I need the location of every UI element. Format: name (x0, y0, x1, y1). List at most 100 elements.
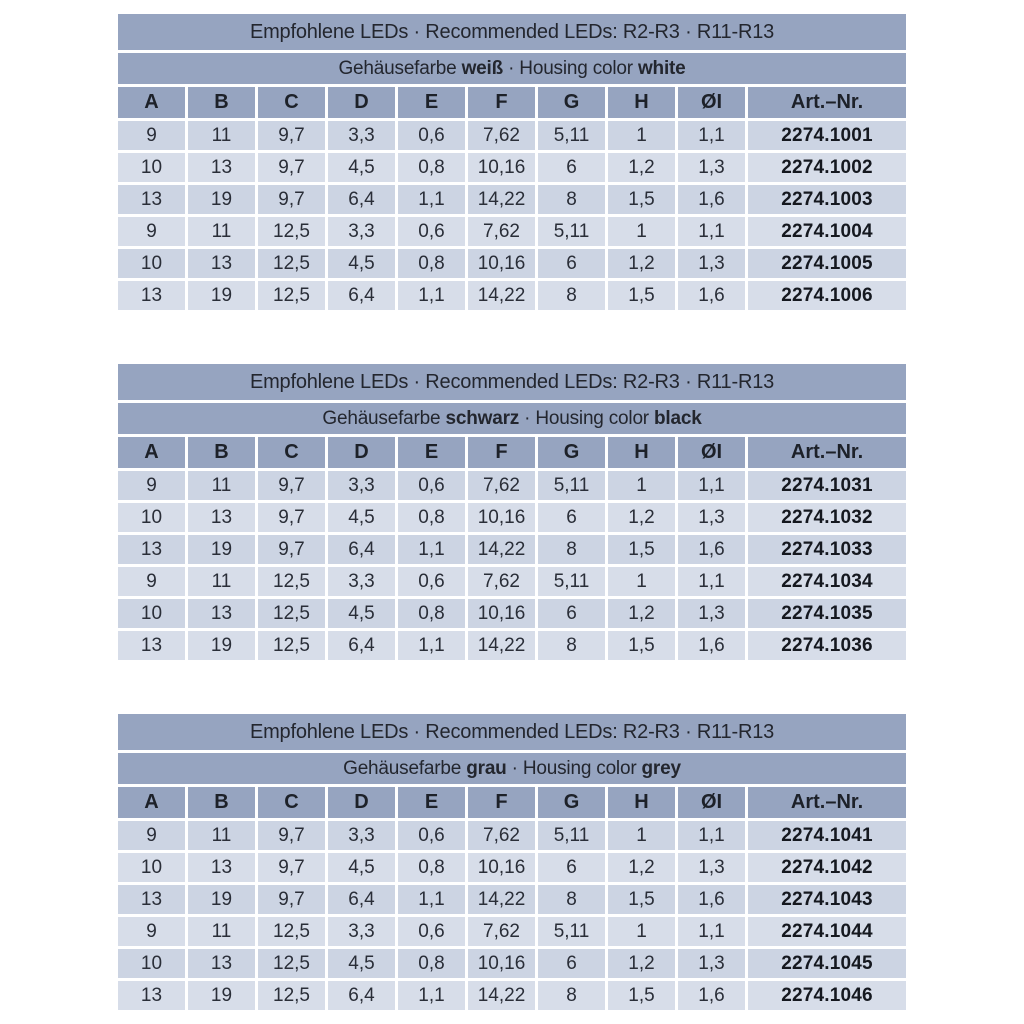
column-header-a: A (118, 787, 185, 818)
data-cell: 10 (118, 853, 185, 882)
subtitle-text: Gehäusefarbe (343, 757, 467, 779)
data-cell: 11 (188, 471, 255, 500)
data-cell: 0,6 (398, 471, 465, 500)
art-nr-cell: 2274.1046 (748, 981, 906, 1010)
data-cell: 6 (538, 153, 605, 182)
subtitle-highlight: grau (466, 757, 507, 779)
data-cell: 1,6 (678, 281, 745, 310)
data-cell: 5,11 (538, 217, 605, 246)
data-cell: 4,5 (328, 249, 395, 278)
table-row: 9 11 9,7 3,3 0,6 7,62 5,11 1 1,1 2274.1041 (118, 821, 906, 850)
subtitle-highlight: white (637, 57, 686, 79)
column-header-artnr: Art.–Nr. (748, 87, 906, 118)
data-cell: 1,3 (678, 249, 745, 278)
data-cell: 13 (188, 249, 255, 278)
data-cell: 1,3 (678, 949, 745, 978)
column-header-i: ØI (678, 437, 745, 468)
data-cell: 8 (538, 885, 605, 914)
subtitle-highlight: schwarz (445, 407, 520, 429)
data-cell: 1,1 (398, 535, 465, 564)
data-cell: 6 (538, 599, 605, 628)
data-cell: 1,1 (398, 885, 465, 914)
data-cell: 1,5 (608, 535, 675, 564)
data-cell: 9 (118, 121, 185, 150)
column-header-e: E (398, 787, 465, 818)
column-header-f: F (468, 437, 535, 468)
data-cell: 3,3 (328, 567, 395, 596)
data-cell: 7,62 (468, 821, 535, 850)
data-cell: 10,16 (468, 599, 535, 628)
data-cell: 0,8 (398, 249, 465, 278)
column-header-g: G (538, 87, 605, 118)
data-cell: 5,11 (538, 821, 605, 850)
data-cell: 13 (188, 949, 255, 978)
column-header-b: B (188, 787, 255, 818)
art-nr-cell: 2274.1035 (748, 599, 906, 628)
data-cell: 9,7 (258, 853, 325, 882)
table-row: 13 19 9,7 6,4 1,1 14,22 8 1,5 1,6 2274.1003 (118, 185, 906, 214)
data-cell: 1,5 (608, 281, 675, 310)
data-cell: 14,22 (468, 535, 535, 564)
data-cell: 1,3 (678, 853, 745, 882)
table-row: 10 13 9,7 4,5 0,8 10,16 6 1,2 1,3 2274.1032 (118, 503, 906, 532)
data-cell: 1,1 (678, 217, 745, 246)
data-cell: 1,2 (608, 249, 675, 278)
data-cell: 14,22 (468, 631, 535, 660)
data-cell: 1,1 (678, 567, 745, 596)
data-cell: 1,1 (678, 821, 745, 850)
subtitle-text: · Housing color (506, 757, 642, 779)
led-table-grey: Empfohlene LEDs · Recommended LEDs: R2-R… (115, 711, 909, 1013)
data-cell: 7,62 (468, 217, 535, 246)
table-title: Empfohlene LEDs · Recommended LEDs: R2-R… (118, 714, 906, 750)
data-cell: 5,11 (538, 917, 605, 946)
data-cell: 4,5 (328, 153, 395, 182)
column-header-c: C (258, 787, 325, 818)
column-header-row: A B C D E F G H ØI Art.–Nr. (118, 787, 906, 818)
data-cell: 1,2 (608, 599, 675, 628)
data-cell: 14,22 (468, 185, 535, 214)
art-nr-cell: 2274.1045 (748, 949, 906, 978)
data-cell: 1,3 (678, 153, 745, 182)
table-row: 9 11 9,7 3,3 0,6 7,62 5,11 1 1,1 2274.1031 (118, 471, 906, 500)
data-cell: 3,3 (328, 471, 395, 500)
art-nr-cell: 2274.1002 (748, 153, 906, 182)
data-cell: 12,5 (258, 567, 325, 596)
data-cell: 8 (538, 185, 605, 214)
data-cell: 1,6 (678, 885, 745, 914)
data-cell: 1,5 (608, 981, 675, 1010)
table-body: 9 11 9,7 3,3 0,6 7,62 5,11 1 1,1 2274.1031 10 13 9,7… (118, 471, 906, 660)
data-cell: 9,7 (258, 885, 325, 914)
subtitle-text: Gehäusefarbe (322, 407, 446, 429)
column-header-i: ØI (678, 87, 745, 118)
table-row: 9 11 12,5 3,3 0,6 7,62 5,11 1 1,1 2274.1004 (118, 217, 906, 246)
data-cell: 13 (118, 535, 185, 564)
art-nr-cell: 2274.1005 (748, 249, 906, 278)
data-cell: 19 (188, 535, 255, 564)
led-table-white: Empfohlene LEDs · Recommended LEDs: R2-R… (115, 11, 909, 313)
data-cell: 9 (118, 917, 185, 946)
column-header-b: B (188, 437, 255, 468)
column-header-h: H (608, 787, 675, 818)
data-cell: 8 (538, 631, 605, 660)
data-cell: 3,3 (328, 821, 395, 850)
data-cell: 7,62 (468, 121, 535, 150)
column-header-f: F (468, 787, 535, 818)
column-header-row: A B C D E F G H ØI Art.–Nr. (118, 87, 906, 118)
data-cell: 1,1 (678, 471, 745, 500)
data-cell: 10,16 (468, 249, 535, 278)
data-cell: 10,16 (468, 503, 535, 532)
data-cell: 9,7 (258, 121, 325, 150)
data-cell: 6,4 (328, 185, 395, 214)
table-row: 13 19 9,7 6,4 1,1 14,22 8 1,5 1,6 2274.1033 (118, 535, 906, 564)
data-cell: 0,8 (398, 853, 465, 882)
data-cell: 0,8 (398, 503, 465, 532)
data-cell: 19 (188, 631, 255, 660)
data-cell: 3,3 (328, 217, 395, 246)
data-cell: 9,7 (258, 503, 325, 532)
data-cell: 1,3 (678, 599, 745, 628)
art-nr-cell: 2274.1044 (748, 917, 906, 946)
data-cell: 0,8 (398, 153, 465, 182)
data-cell: 4,5 (328, 949, 395, 978)
data-cell: 1,5 (608, 885, 675, 914)
data-cell: 8 (538, 535, 605, 564)
